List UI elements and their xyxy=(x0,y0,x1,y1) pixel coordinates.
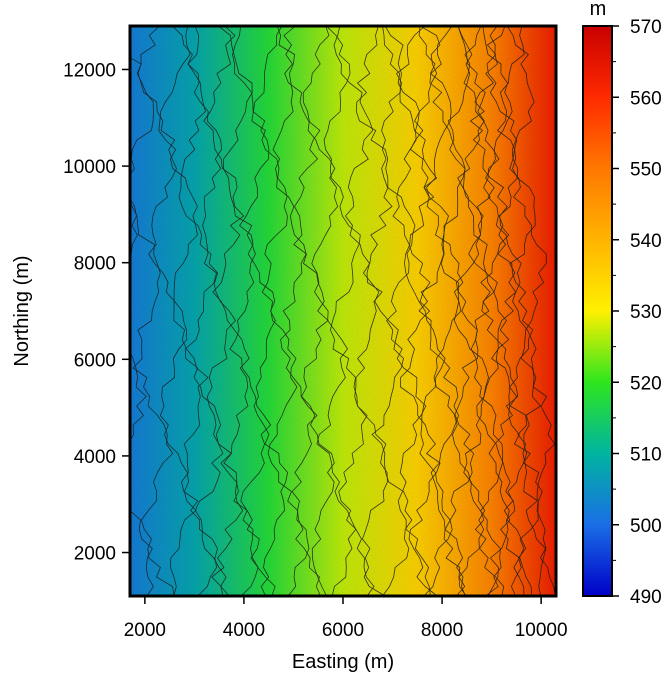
contour-line xyxy=(429,26,486,596)
contour-line xyxy=(506,26,556,596)
contour-line xyxy=(203,26,260,596)
x-tick-label: 2000 xyxy=(124,620,166,641)
colorbar-tick-label: 560 xyxy=(630,88,662,109)
colorbar-tick-label: 530 xyxy=(630,302,662,323)
y-tick-label: 6000 xyxy=(74,350,116,371)
y-tick-label: 12000 xyxy=(63,60,116,81)
y-tick-label: 2000 xyxy=(74,544,116,565)
colorbar-tick-label: 550 xyxy=(630,160,662,181)
contour-line xyxy=(272,26,321,596)
colorbar: 490 500 510 520 530 540 550 560 570 m xyxy=(582,0,662,608)
y-tick-label: 8000 xyxy=(74,254,116,275)
colorbar-tick-label: 570 xyxy=(630,17,662,38)
x-tick-label: 10000 xyxy=(515,620,568,641)
x-axis-label: Easting (m) xyxy=(292,651,394,673)
x-tick-label: 6000 xyxy=(322,620,364,641)
contour-line xyxy=(251,26,310,596)
contour-line xyxy=(418,26,475,596)
contour-lines xyxy=(130,26,556,596)
contour-line xyxy=(302,26,357,596)
contour-line xyxy=(447,26,502,596)
y-tick-label: 10000 xyxy=(63,157,116,178)
contour-line xyxy=(137,26,197,596)
contour-line xyxy=(382,26,441,596)
contour-line xyxy=(469,26,527,596)
contour-line xyxy=(482,26,533,596)
colorbar-tick-label: 490 xyxy=(630,587,662,608)
colorbar-tick-label: 540 xyxy=(630,231,662,252)
contour-line xyxy=(171,26,230,596)
contour-line xyxy=(497,26,547,596)
y-axis-ticks: 2000 4000 6000 8000 10000 12000 xyxy=(63,60,130,565)
surface-texture xyxy=(130,26,556,596)
x-axis-ticks: 2000 4000 6000 8000 10000 xyxy=(124,596,568,641)
contour-line xyxy=(410,26,466,596)
colorbar-unit: m xyxy=(590,0,607,20)
contour-line xyxy=(457,26,505,596)
contour-line xyxy=(130,57,175,596)
colorbar-gradient xyxy=(582,25,613,597)
contour-line xyxy=(283,26,335,596)
colorbar-tick-label: 510 xyxy=(630,445,662,466)
y-tick-label: 4000 xyxy=(74,447,116,468)
contour-line xyxy=(463,26,516,596)
contour-line xyxy=(355,26,413,596)
colorbar-tick-label: 520 xyxy=(630,373,662,394)
x-tick-label: 8000 xyxy=(421,620,463,641)
contour-line xyxy=(323,26,375,596)
contour-line xyxy=(381,26,431,596)
colorbar-tick-label: 500 xyxy=(630,516,662,537)
map-panel xyxy=(128,24,558,598)
x-tick-label: 4000 xyxy=(223,620,265,641)
colorbar-ticks: 490 500 510 520 530 540 550 560 570 xyxy=(612,17,662,608)
contour-line xyxy=(333,26,388,596)
contour-line xyxy=(187,26,244,596)
contour-line xyxy=(396,26,453,596)
y-axis-label: Northing (m) xyxy=(11,255,33,366)
contour-line xyxy=(218,26,276,596)
contour-line xyxy=(158,26,218,596)
